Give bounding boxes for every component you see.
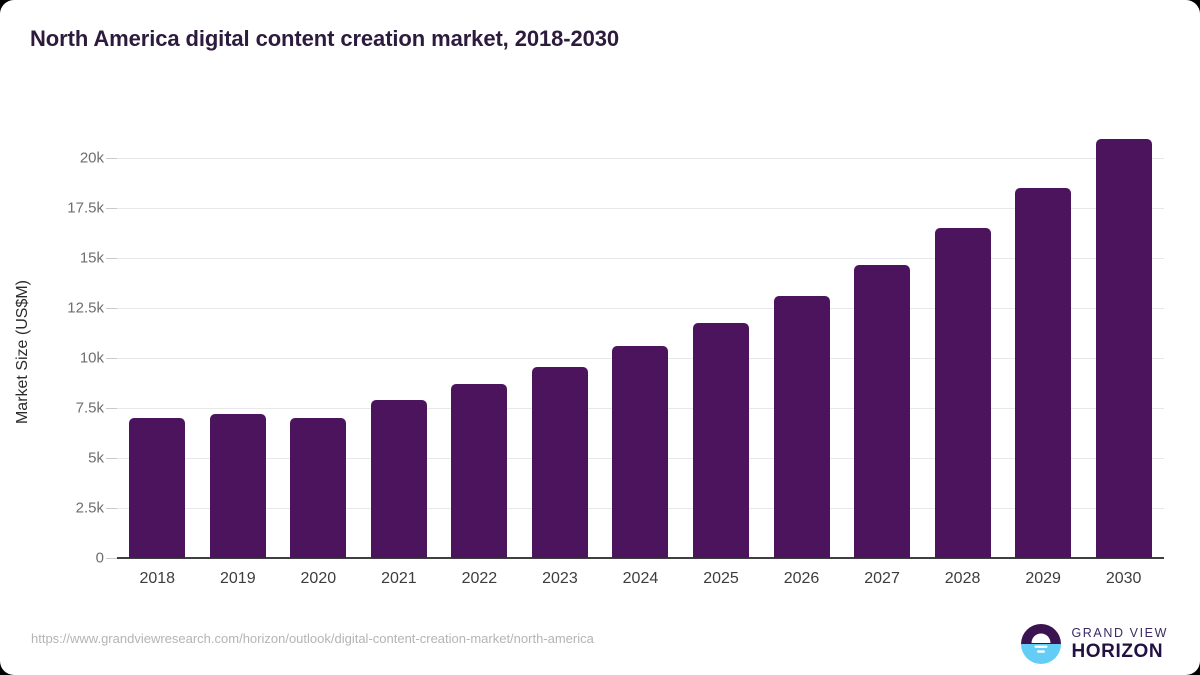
x-tick-label: 2020 (300, 570, 337, 587)
y-tick-mark (106, 258, 117, 259)
bar-2020[interactable] (290, 418, 347, 558)
bar-slot (681, 131, 762, 558)
bar-slot (359, 131, 440, 558)
gridline (117, 208, 1164, 209)
bar-slot (600, 131, 681, 558)
y-tick-label: 7.5k (75, 399, 104, 417)
bar-slot (922, 131, 1003, 558)
bar-2027[interactable] (854, 265, 911, 558)
y-tick-label: 12.5k (67, 299, 104, 317)
y-tick-label: 10k (79, 349, 104, 367)
y-tick-mark (106, 158, 117, 159)
bar-2022[interactable] (451, 384, 508, 558)
bar-2021[interactable] (370, 400, 427, 558)
bar-2025[interactable] (692, 323, 749, 558)
bar-slot (278, 131, 359, 558)
y-tick-mark (106, 558, 117, 559)
bar-2024[interactable] (612, 346, 669, 558)
y-axis-title: Market Size (US$M) (14, 279, 31, 425)
bar-slot (1003, 131, 1084, 558)
bar-slot (439, 131, 520, 558)
gridline (117, 258, 1164, 259)
bar-slot (198, 131, 279, 558)
x-axis-labels: 2018 2019 2020 2021 2022 2023 2024 2025 2026 2027… (117, 570, 1164, 588)
x-axis-line (117, 557, 1164, 559)
x-tick-label: 2024 (622, 570, 659, 587)
bar-slot (842, 131, 923, 558)
y-tick-label: 5k (88, 449, 104, 467)
x-tick-label: 2028 (944, 570, 981, 587)
y-tick-mark (106, 308, 117, 309)
page-title: North America digital content creation m… (30, 26, 620, 51)
y-tick-label: 15k (79, 249, 104, 267)
bar-slot (1083, 131, 1164, 558)
x-tick-label: 2026 (783, 570, 820, 587)
x-tick-label: 2027 (864, 570, 900, 587)
source-url[interactable]: https://www.grandviewresearch.com/horizo… (31, 631, 594, 646)
gridline (117, 308, 1164, 309)
y-tick-mark (106, 458, 117, 459)
bar-slot (520, 131, 601, 558)
x-tick-label: 2030 (1105, 570, 1142, 587)
y-tick-label: 17.5k (67, 199, 104, 217)
x-tick-label: 2021 (381, 570, 417, 587)
bar-2023[interactable] (531, 367, 588, 558)
x-tick-label: 2022 (461, 570, 498, 587)
x-tick-label: 2029 (1025, 570, 1061, 587)
y-tick-label: 0 (95, 549, 104, 567)
bar-series (117, 131, 1164, 558)
y-tick-label: 20k (79, 149, 104, 167)
y-tick-mark (106, 358, 117, 359)
logo-line-2: HORIZON (1071, 641, 1164, 663)
logo-line-1: GRAND VIEW (1071, 625, 1168, 640)
bar-2029[interactable] (1015, 188, 1072, 558)
bar-slot (117, 131, 198, 558)
x-tick-label: 2019 (220, 570, 256, 587)
y-tick-mark (106, 208, 117, 209)
bar-2019[interactable] (209, 414, 266, 558)
horizon-sun-circle-icon (1021, 624, 1062, 664)
y-tick-label: 2.5k (75, 499, 104, 517)
y-tick-mark (106, 408, 117, 409)
x-tick-label: 2023 (542, 570, 578, 587)
bar-2030[interactable] (1095, 139, 1152, 558)
bar-slot (761, 131, 842, 558)
gridline (117, 158, 1164, 159)
logo-wordmark: GRAND VIEW HORIZON (1071, 627, 1168, 662)
x-tick-label: 2018 (139, 570, 176, 587)
bar-2018[interactable] (129, 418, 186, 558)
bar-2028[interactable] (934, 228, 991, 558)
bar-2026[interactable] (773, 296, 830, 558)
y-tick-mark (106, 508, 117, 509)
x-tick-label: 2025 (703, 570, 739, 587)
grand-view-horizon-logo[interactable]: GRAND VIEW HORIZON (1020, 622, 1168, 666)
